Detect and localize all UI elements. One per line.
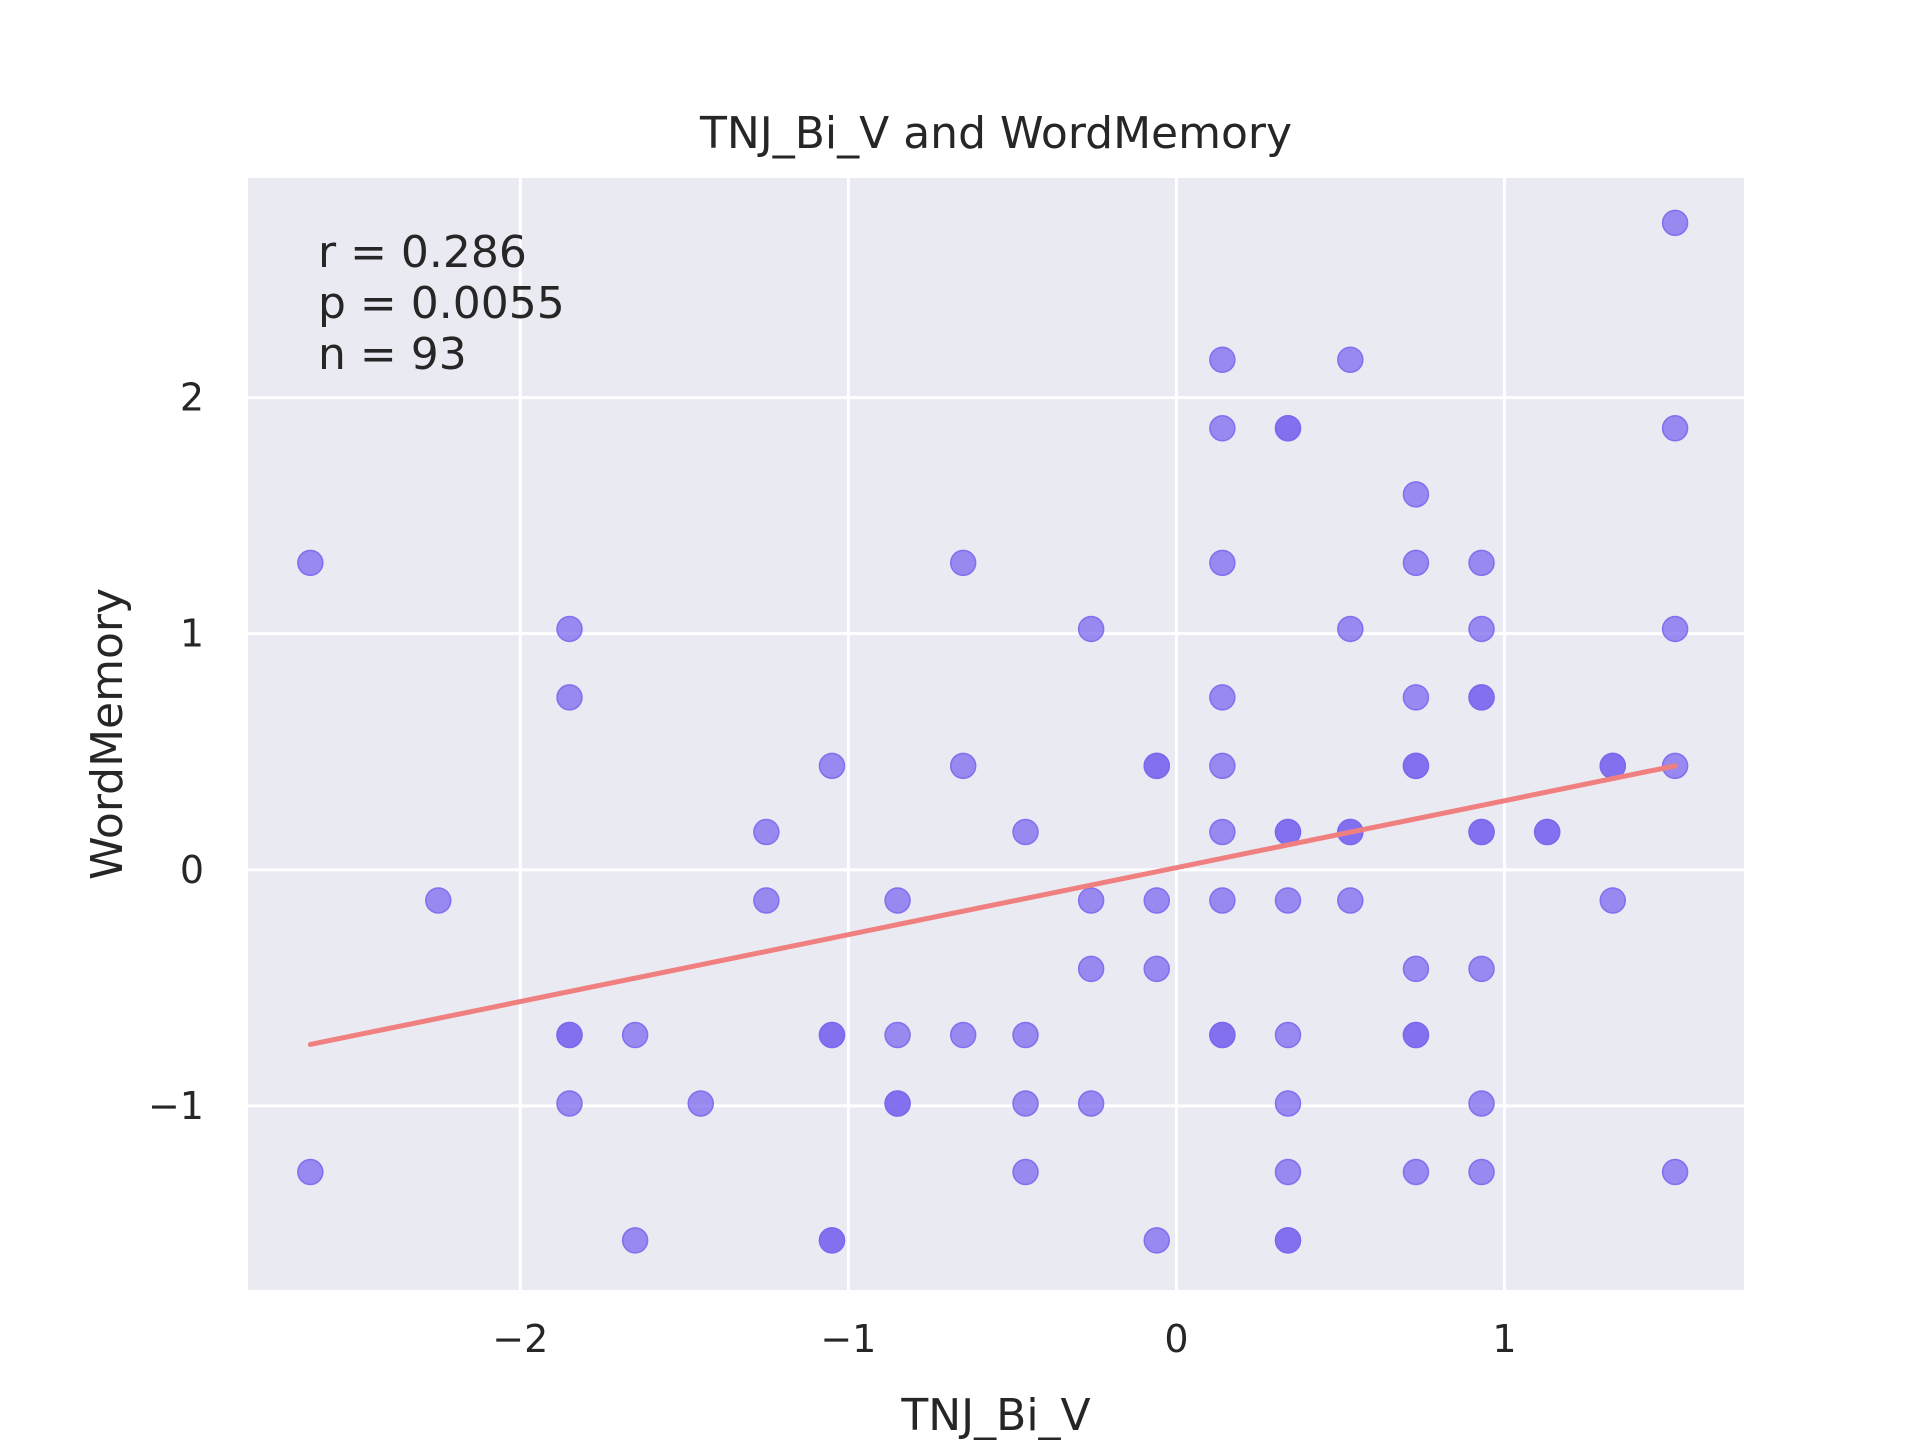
y-tick-label: −1 [148, 1084, 204, 1128]
data-point [1468, 684, 1495, 711]
data-point [556, 1090, 583, 1117]
data-point [1402, 684, 1430, 711]
data-point [556, 684, 583, 711]
data-point [818, 752, 846, 780]
data-point [1661, 615, 1689, 643]
data-point [1209, 684, 1236, 711]
data-point [297, 1158, 324, 1186]
data-point [1468, 818, 1495, 846]
data-point [621, 1227, 649, 1254]
data-point [1012, 818, 1039, 846]
data-point [818, 1021, 846, 1049]
data-point [556, 1021, 583, 1049]
data-point [949, 549, 977, 577]
y-tick-labels: −1 0 1 2 [148, 376, 204, 1128]
x-tick-label: −2 [492, 1317, 548, 1361]
data-point [1402, 752, 1430, 780]
data-point [1468, 955, 1495, 983]
data-point [1012, 1021, 1039, 1049]
data-point [949, 1021, 977, 1049]
data-point [556, 615, 583, 643]
grid-lines [248, 178, 1744, 1290]
data-point [1402, 1158, 1430, 1186]
data-point [884, 887, 911, 914]
data-point [1402, 1021, 1430, 1049]
data-point [1274, 1158, 1302, 1186]
x-tick-label: −1 [820, 1317, 876, 1361]
data-point [753, 887, 780, 914]
data-point [1468, 1158, 1495, 1186]
stat-n: n = 93 [318, 329, 467, 380]
y-axis-label: WordMemory [82, 588, 133, 880]
data-point [1209, 549, 1236, 577]
data-point [1209, 887, 1236, 914]
y-tick-label: 2 [180, 376, 204, 420]
data-point [1012, 1158, 1039, 1186]
data-point [1468, 1090, 1495, 1117]
data-point [1274, 1227, 1302, 1254]
data-point [1077, 615, 1105, 643]
data-point [1209, 752, 1236, 780]
data-point [425, 887, 452, 914]
data-point [1209, 346, 1236, 374]
data-point [1402, 955, 1430, 983]
data-point [297, 549, 324, 577]
x-tick-label: 1 [1492, 1317, 1516, 1361]
y-tick-label: 0 [180, 848, 204, 892]
data-point [1012, 1090, 1039, 1117]
data-point [1468, 615, 1495, 643]
data-point [753, 818, 780, 846]
data-point [621, 1021, 649, 1049]
data-point [1143, 752, 1171, 780]
data-point [1337, 887, 1364, 914]
data-point [1077, 887, 1105, 914]
x-tick-labels: −2 −1 0 1 [492, 1317, 1516, 1361]
data-point [1077, 955, 1105, 983]
data-point [1661, 1158, 1689, 1186]
data-point [1209, 415, 1236, 442]
data-point [884, 1090, 911, 1117]
data-point [1274, 1090, 1302, 1117]
data-point [1274, 415, 1302, 442]
data-point [1274, 1021, 1302, 1049]
data-point [1077, 1090, 1105, 1117]
data-point [1661, 415, 1689, 442]
plot-area [248, 178, 1744, 1290]
data-point [1337, 615, 1364, 643]
data-point [1599, 887, 1627, 914]
stat-r: r = 0.286 [318, 227, 527, 278]
data-point [1274, 887, 1302, 914]
data-point [884, 1021, 911, 1049]
data-points [297, 209, 1689, 1254]
data-point [1209, 818, 1236, 846]
data-point [1468, 549, 1495, 577]
data-point [818, 1227, 846, 1254]
data-point [1402, 549, 1430, 577]
x-axis-label: TNJ_Bi_V [900, 1390, 1090, 1440]
data-point [1402, 481, 1430, 508]
data-point [687, 1090, 714, 1117]
data-point [1209, 1021, 1236, 1049]
regression-line [307, 763, 1678, 1047]
x-tick-label: 0 [1164, 1317, 1188, 1361]
stats-annotation: r = 0.286 p = 0.0055 n = 93 [318, 227, 565, 380]
y-tick-label: 1 [180, 612, 204, 656]
data-point [1337, 346, 1364, 374]
data-point [1533, 818, 1561, 846]
stat-p: p = 0.0055 [318, 278, 565, 329]
chart-title: TNJ_Bi_V and WordMemory [699, 108, 1292, 159]
data-point [1143, 955, 1171, 983]
data-point [1143, 887, 1171, 914]
data-point [1661, 209, 1689, 237]
data-point [1143, 1227, 1171, 1254]
data-point [949, 752, 977, 780]
